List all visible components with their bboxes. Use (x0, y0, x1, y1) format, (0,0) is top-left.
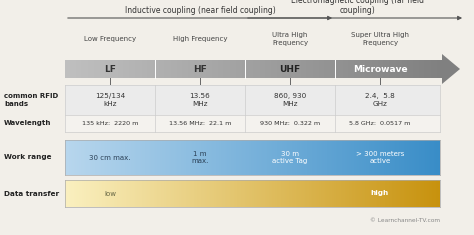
Text: Inductive coupling (near field coupling): Inductive coupling (near field coupling) (125, 6, 275, 15)
Text: Work range: Work range (4, 154, 52, 161)
Text: High Frequency: High Frequency (173, 36, 227, 42)
Text: Low Frequency: Low Frequency (84, 36, 136, 42)
Text: low: low (104, 191, 116, 196)
Text: 1 m
max.: 1 m max. (191, 151, 209, 164)
Text: 5.8 GHz:  0.0517 m: 5.8 GHz: 0.0517 m (349, 121, 410, 126)
Text: Microwave: Microwave (353, 64, 407, 74)
Text: common RFID
bands: common RFID bands (4, 93, 58, 107)
Text: 13.56
MHz: 13.56 MHz (190, 93, 210, 107)
Text: 860, 930
MHz: 860, 930 MHz (274, 93, 306, 107)
Text: Ultra High
Frequency: Ultra High Frequency (272, 32, 308, 46)
Text: Electromagnetic coupling (far field
coupling): Electromagnetic coupling (far field coup… (291, 0, 424, 15)
Text: HF: HF (193, 64, 207, 74)
Text: UHF: UHF (280, 64, 301, 74)
Text: 13.56 MHz:  22.1 m: 13.56 MHz: 22.1 m (169, 121, 231, 126)
Text: Wavelength: Wavelength (4, 121, 51, 126)
Text: 125/134
kHz: 125/134 kHz (95, 93, 125, 107)
Polygon shape (442, 54, 460, 84)
Text: 930 MHz:  0.322 m: 930 MHz: 0.322 m (260, 121, 320, 126)
Text: high: high (371, 191, 389, 196)
Text: 135 kHz:  2220 m: 135 kHz: 2220 m (82, 121, 138, 126)
Text: 30 cm max.: 30 cm max. (89, 154, 131, 161)
Text: Data transfer: Data transfer (4, 191, 59, 196)
Text: Super Ultra High
Frequency: Super Ultra High Frequency (351, 32, 409, 46)
Text: > 300 meters
active: > 300 meters active (356, 151, 404, 164)
Text: © Learnchannel-TV.com: © Learnchannel-TV.com (370, 218, 440, 223)
Text: 2.4,  5.8
GHz: 2.4, 5.8 GHz (365, 93, 395, 107)
Text: LF: LF (104, 64, 116, 74)
Text: 30 m
active Tag: 30 m active Tag (273, 151, 308, 164)
